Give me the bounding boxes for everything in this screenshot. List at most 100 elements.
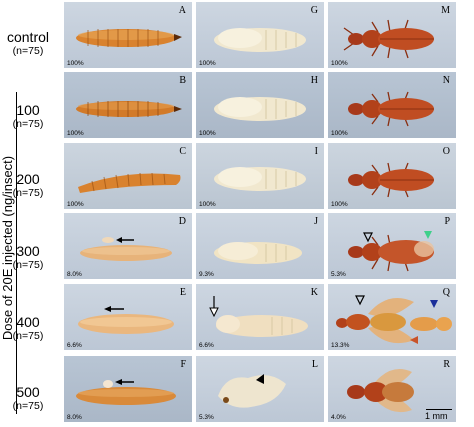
panel-percentage: 6.6% <box>199 342 214 349</box>
panel-adult-400: Q 13.3% <box>328 284 456 350</box>
panel-percentage: 6.6% <box>67 342 82 349</box>
panel-adult-500: R 4.0% <box>328 356 456 422</box>
row-dose: 200 <box>16 171 40 187</box>
panel-letter: N <box>442 75 450 86</box>
panel-percentage: 13.3% <box>331 342 350 349</box>
panel-letter: F <box>180 359 186 370</box>
larva-image <box>76 379 176 405</box>
row-dose: control <box>6 29 50 45</box>
panel-percentage: 4.0% <box>331 414 346 421</box>
panel-larva-400: E 6.6% <box>64 284 192 350</box>
panel-adult-control: M 100% <box>328 2 456 68</box>
adult-image <box>348 91 434 127</box>
larva-image <box>76 101 182 117</box>
row-n: (n=75) <box>12 187 44 199</box>
row-dose: 100 <box>16 102 40 118</box>
row-dose: 400 <box>16 314 40 330</box>
panel-letter: H <box>310 75 318 86</box>
panel-adult-100: N 100% <box>328 72 456 138</box>
larva-image <box>80 237 172 261</box>
panel-larva-500: F 8.0% <box>64 356 192 422</box>
adult-image <box>348 231 434 272</box>
blue-arrowhead-icon <box>430 300 438 308</box>
panel-percentage: 100% <box>199 130 216 137</box>
panel-letter: M <box>441 5 450 16</box>
arrowhead-icon <box>256 374 264 384</box>
row-n: (n=75) <box>12 118 44 130</box>
larva-image <box>78 306 174 334</box>
pupa-image <box>214 167 306 191</box>
pupa-image <box>218 374 286 408</box>
panel-pupa-200: I 100% <box>196 143 324 209</box>
panel-pupa-400: K 6.6% <box>196 284 324 350</box>
panel-letter: Q <box>442 287 450 298</box>
panel-letter: E <box>179 287 186 298</box>
row-label-400: 400 (n=75) <box>0 314 56 343</box>
dose-bracket-line <box>16 92 17 414</box>
row-label-300: 300 (n=75) <box>0 243 56 272</box>
panel-adult-200: O 100% <box>328 143 456 209</box>
larva-image <box>76 29 182 47</box>
panel-larva-200: C 100% <box>64 143 192 209</box>
scale-bar-label: 1 mm <box>425 411 448 421</box>
panel-percentage: 5.3% <box>199 414 214 421</box>
row-n: (n=75) <box>12 45 44 57</box>
larva-image <box>78 172 181 193</box>
row-label-500: 500 (n=75) <box>0 385 56 413</box>
row-n: (n=75) <box>12 400 44 412</box>
arrow-head-icon <box>104 306 111 312</box>
panel-percentage: 8.0% <box>67 414 82 421</box>
panel-letter: C <box>179 146 186 157</box>
green-arrowhead-icon <box>424 231 432 239</box>
row-label-100: 100 (n=75) <box>0 102 56 131</box>
scale-bar <box>426 409 452 410</box>
panel-larva-100: B 100% <box>64 72 192 138</box>
pupa-image <box>209 296 308 337</box>
pupa-image <box>214 97 306 121</box>
panel-percentage: 100% <box>331 130 348 137</box>
adult-image <box>336 295 452 344</box>
adult-image <box>348 162 434 198</box>
panel-letter: D <box>178 216 186 227</box>
row-label-control: control (n=75) <box>0 29 56 58</box>
panel-pupa-control: G 100% <box>196 2 324 68</box>
panel-letter: B <box>179 75 186 86</box>
panel-percentage: 9.3% <box>199 271 214 278</box>
adult-image <box>347 369 414 413</box>
pupa-image <box>214 242 302 264</box>
panel-letter: K <box>310 287 318 298</box>
panel-percentage: 100% <box>331 201 348 208</box>
panel-letter: J <box>314 216 318 227</box>
open-arrowhead-icon <box>363 232 373 243</box>
open-arrowhead-icon <box>355 295 365 306</box>
panel-percentage: 100% <box>199 201 216 208</box>
open-arrowhead-icon <box>209 307 219 318</box>
red-arrowhead-icon <box>410 336 418 344</box>
panel-larva-control: A 100% <box>64 2 192 68</box>
panel-letter: R <box>443 359 450 370</box>
panel-percentage: 8.0% <box>67 271 82 278</box>
panel-letter: I <box>314 146 318 157</box>
adult-image <box>343 19 434 59</box>
panel-letter: A <box>178 5 186 16</box>
arrow-head-icon <box>116 237 122 243</box>
row-dose: 300 <box>16 243 40 259</box>
panel-percentage: 100% <box>199 60 216 67</box>
panel-letter: O <box>442 146 450 157</box>
row-n: (n=75) <box>12 259 44 271</box>
panel-adult-300: P 5.3% <box>328 213 456 279</box>
pupa-image <box>214 28 306 52</box>
panel-pupa-500: L 5.3% <box>196 356 324 422</box>
panel-letter: G <box>310 5 318 16</box>
panel-percentage: 5.3% <box>331 271 346 278</box>
panel-larva-300: D 8.0% <box>64 213 192 279</box>
row-label-200: 200 (n=75) <box>0 171 56 200</box>
panel-pupa-100: H 100% <box>196 72 324 138</box>
panel-letter: L <box>311 359 318 370</box>
panel-percentage: 100% <box>67 130 84 137</box>
panel-percentage: 100% <box>331 60 348 67</box>
panel-pupa-300: J 9.3% <box>196 213 324 279</box>
panel-percentage: 100% <box>67 201 84 208</box>
panel-percentage: 100% <box>67 60 84 67</box>
row-n: (n=75) <box>12 330 44 342</box>
